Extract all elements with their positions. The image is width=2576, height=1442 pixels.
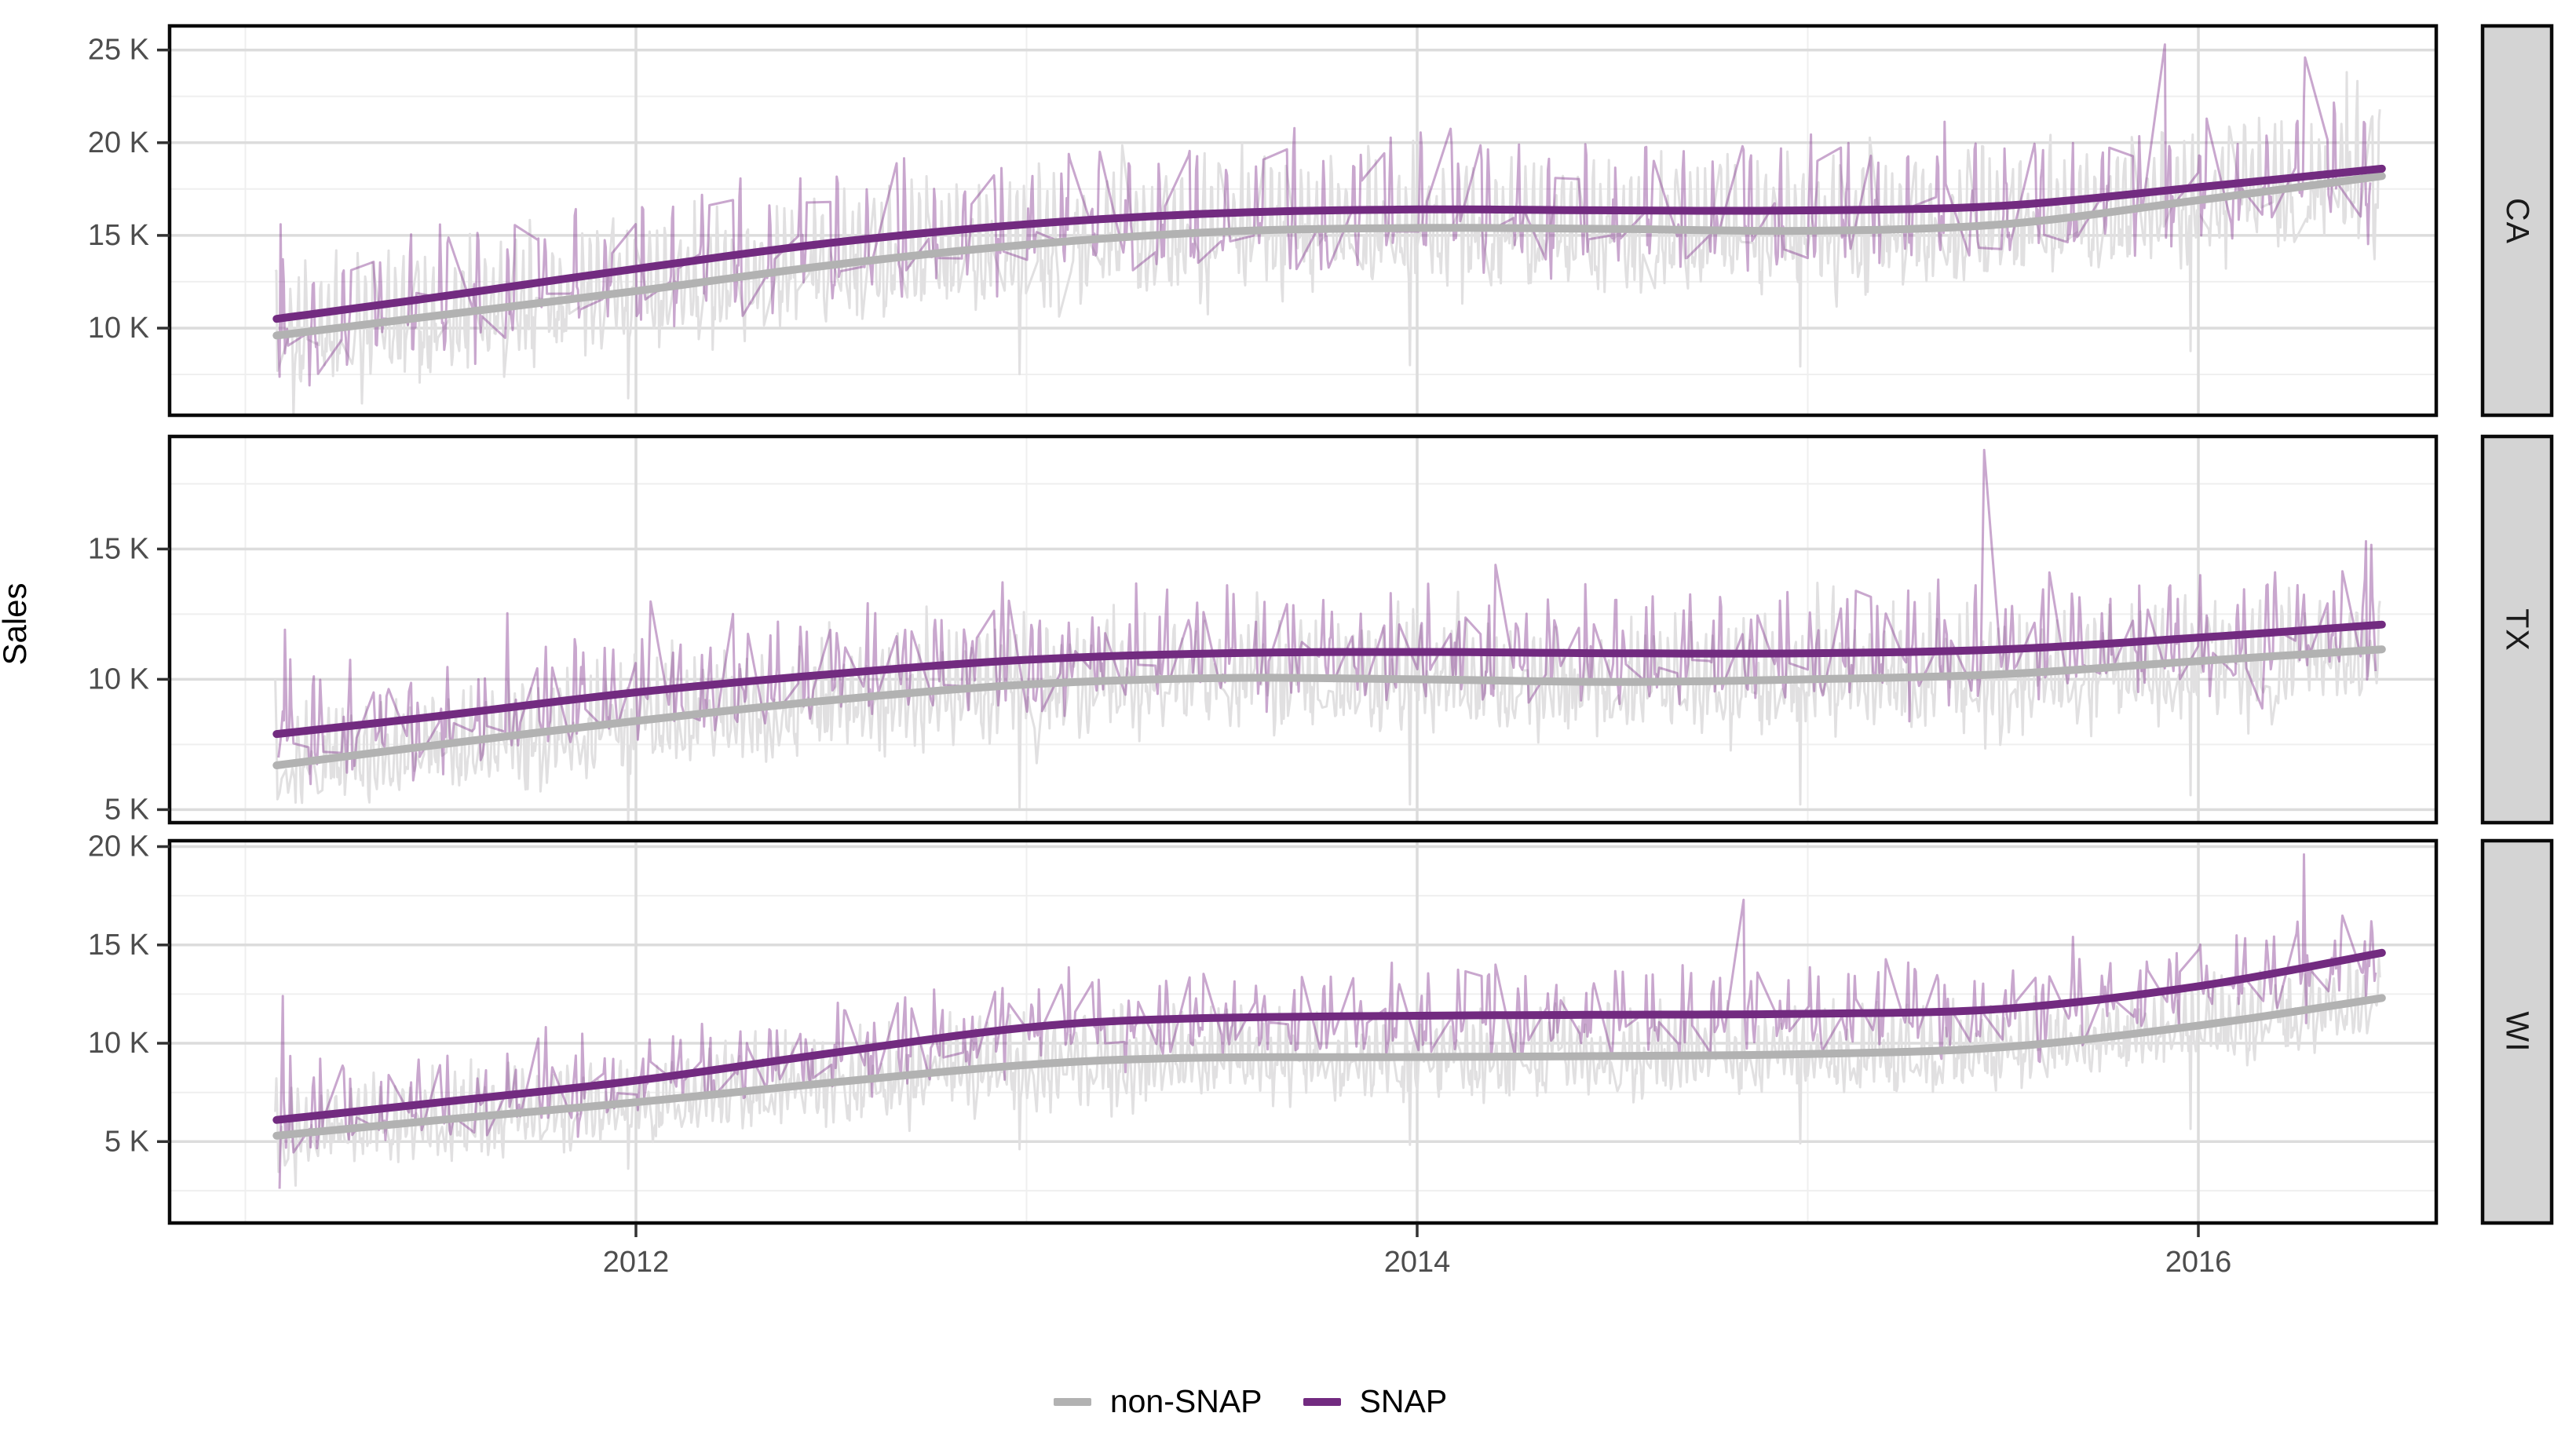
snap-line-key-icon	[1303, 1397, 1341, 1406]
tx-nonsnap-trend-line	[272, 645, 2386, 769]
legend-item-snap: SNAP	[1303, 1383, 1448, 1420]
ca-snap-daily-line	[277, 43, 2372, 387]
y-axis-title: Sales	[0, 582, 34, 666]
panel-border	[167, 24, 2439, 418]
legend-label-nonsnap: non-SNAP	[1109, 1383, 1262, 1419]
y-tick-label: 15 K	[88, 532, 149, 565]
y-tick-label: 15 K	[88, 219, 149, 252]
x-tick-label: 2014	[1384, 1246, 1451, 1279]
legend-item-nonsnap: non-SNAP	[1053, 1383, 1262, 1420]
y-tick-label: 20 K	[88, 126, 149, 159]
wi-nonsnap-daily-line	[274, 957, 2381, 1187]
facet-strip	[2480, 24, 2554, 418]
nonsnap-line-key-icon	[1053, 1397, 1091, 1406]
ca-snap-trend-line	[272, 164, 2386, 323]
ca-nonsnap-trend-line	[272, 172, 2386, 340]
legend: non-SNAP SNAP	[0, 1383, 2538, 1420]
y-tick-label: 5 K	[104, 1125, 149, 1158]
tx-snap-trend-line	[272, 620, 2386, 739]
tx-snap-daily-line	[277, 448, 2377, 786]
panel-data-group	[272, 853, 2386, 1189]
x-tick-label: 2012	[603, 1246, 670, 1279]
wi-snap-trend-line	[272, 948, 2386, 1124]
y-tick-label: 20 K	[88, 831, 149, 863]
panel-border	[167, 838, 2439, 1225]
legend-label-snap: SNAP	[1359, 1383, 1448, 1419]
y-tick-label: 25 K	[88, 34, 149, 67]
panel-data-group	[272, 43, 2386, 415]
y-tick-label: 15 K	[88, 929, 149, 962]
tx-nonsnap-daily-line	[274, 582, 2381, 823]
wi-snap-daily-line	[278, 853, 2377, 1189]
y-tick-label: 10 K	[88, 663, 149, 695]
panel-border	[167, 434, 2439, 825]
wi-nonsnap-trend-line	[272, 994, 2386, 1140]
y-tick-label: 10 K	[88, 312, 149, 345]
y-tick-label: 10 K	[88, 1027, 149, 1060]
panel-data-group	[272, 448, 2386, 823]
y-tick-label: 5 K	[104, 793, 149, 826]
facet-strip	[2480, 434, 2554, 825]
x-tick-label: 2016	[2165, 1246, 2232, 1279]
facet-strip	[2480, 838, 2554, 1225]
